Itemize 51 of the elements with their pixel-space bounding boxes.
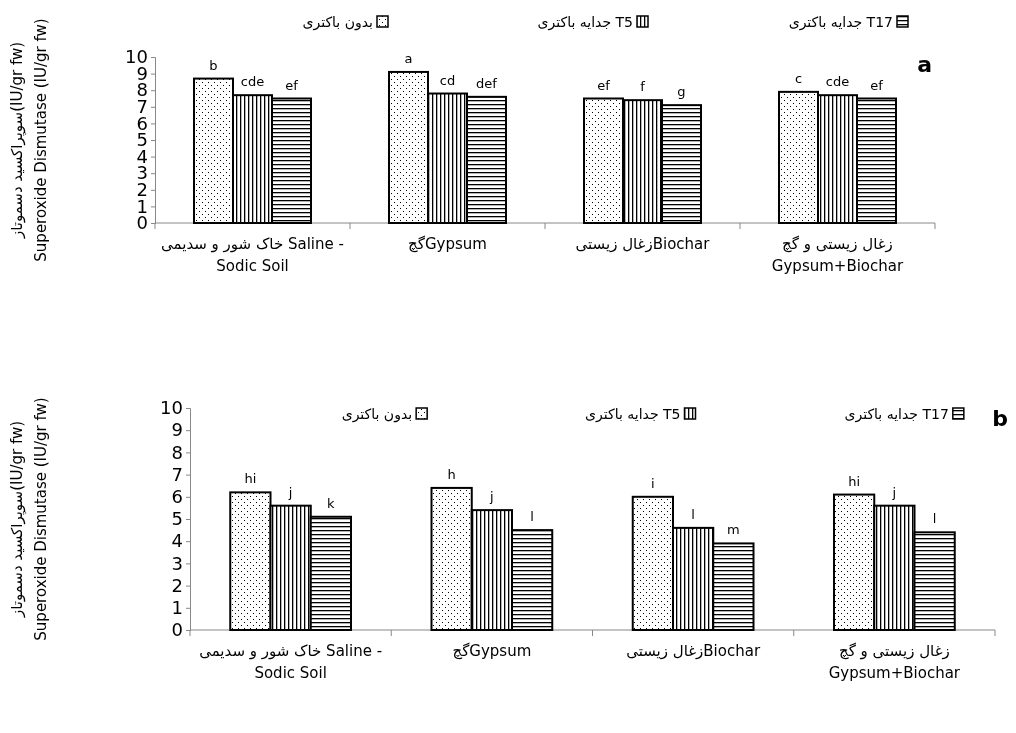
data-label: i — [651, 475, 655, 491]
x-tick-label: زغال زیستیBiochar — [574, 234, 711, 255]
data-label: j — [489, 489, 494, 505]
y-tick-label: 9 — [171, 419, 183, 441]
y-tick-label: 5 — [171, 508, 183, 530]
data-label: a — [404, 50, 413, 66]
data-label: cde — [240, 74, 265, 90]
data-label: ef — [870, 77, 884, 93]
y-tick-label: 2 — [171, 574, 183, 596]
data-label: cd — [439, 72, 456, 88]
data-label: m — [727, 522, 740, 538]
data-label: l — [530, 509, 534, 525]
data-label: l — [932, 511, 937, 527]
legend-label: جدایه باکتری T5 — [537, 14, 633, 31]
y-tick-label: 0 — [171, 619, 183, 641]
data-label: hi — [848, 473, 861, 489]
x-tick-label: زغال زیستی و گچ Gypsum+Biochar — [770, 234, 905, 277]
data-label: f — [640, 79, 646, 95]
y-tick-label: 8 — [171, 441, 183, 463]
legend-label: بدون باکتری — [302, 14, 373, 31]
x-tick-label: زغال زیستیBiochar — [625, 641, 762, 662]
x-tick-label: زغال زیستی و گچ Gypsum+Biochar — [827, 641, 961, 684]
data-label: def — [476, 75, 498, 91]
x-tick-label: خاک شور و سدیمی Saline - Sodic Soil — [198, 641, 384, 684]
y-tick-label: 10 — [160, 397, 183, 419]
x-tick-label: خاک شور و سدیمی Saline - Sodic Soil — [160, 234, 345, 277]
data-label: k — [327, 495, 336, 511]
data-label: cde — [825, 74, 850, 90]
data-label: g — [677, 84, 686, 100]
legend-label: جدایه باکتری T17 — [788, 14, 893, 31]
y-tick-label: 1 — [171, 597, 183, 619]
x-tick-label: گچGypsum — [407, 234, 488, 255]
chart-title: a — [917, 52, 932, 77]
chart-title: b — [992, 406, 1008, 431]
data-label: h — [447, 466, 456, 482]
y-tick-label: 3 — [171, 552, 183, 574]
data-label: j — [891, 484, 897, 500]
x-tick-label: گچGypsum — [451, 641, 533, 662]
legend-label: بدون باکتری — [341, 406, 413, 423]
y-tick-label: 6 — [171, 486, 183, 508]
data-label: j — [287, 484, 293, 500]
y-tick-label: 7 — [171, 463, 183, 485]
data-label: b — [209, 57, 218, 73]
data-label: l — [691, 506, 695, 522]
data-label: c — [794, 70, 803, 86]
legend-label: جدایه باکتری T17 — [844, 406, 949, 423]
data-label: ef — [285, 77, 299, 93]
data-label: hi — [244, 471, 257, 487]
y-tick-label: 4 — [171, 530, 183, 552]
data-label: ef — [597, 77, 611, 93]
legend-label: جدایه باکتری T5 — [585, 406, 681, 423]
